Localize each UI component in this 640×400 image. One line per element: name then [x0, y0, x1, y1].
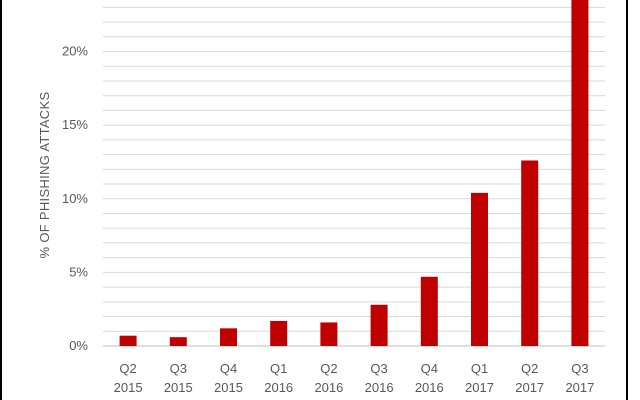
y-tick-labels: 0% 5% 10% 15% 20%: [62, 44, 88, 353]
x-tick-label: Q1 2016: [264, 361, 293, 395]
bar: [119, 335, 137, 346]
bar: [320, 322, 338, 346]
bar: [220, 328, 237, 346]
x-tick-label: Q4 2015: [214, 361, 243, 395]
x-tick-label: Q2 2015: [114, 361, 143, 395]
y-axis-label: % OF PHISHING ATTACKS: [37, 92, 52, 259]
x-tick-label: Q3 2017: [565, 361, 594, 395]
y-tick-label: 15%: [62, 117, 88, 132]
x-tick-label: Q3 2015: [164, 361, 193, 395]
bar: [270, 320, 288, 346]
bar: [370, 304, 388, 346]
y-tick-label: 5%: [69, 264, 88, 279]
bar: [169, 337, 187, 346]
x-tick-labels: Q2 2015 Q3 2015 Q4 2015 Q1 2016 Q2 2016 Q3 2016 Q4 20…: [114, 361, 595, 395]
x-tick-label: Q4 2016: [415, 361, 444, 395]
bar: [471, 192, 488, 346]
bar: [420, 276, 438, 346]
bar: [521, 160, 539, 346]
y-tick-label: 20%: [62, 44, 88, 59]
x-tick-label: Q3 2016: [365, 361, 394, 395]
bar: [571, 0, 589, 346]
x-tick-label: Q2 2017: [515, 361, 544, 395]
y-tick-label: 0%: [69, 338, 88, 353]
x-tick-label: Q1 2017: [465, 361, 494, 395]
x-tick-label: Q2 2016: [314, 361, 343, 395]
y-tick-label: 10%: [62, 191, 88, 206]
bars: [119, 0, 589, 346]
